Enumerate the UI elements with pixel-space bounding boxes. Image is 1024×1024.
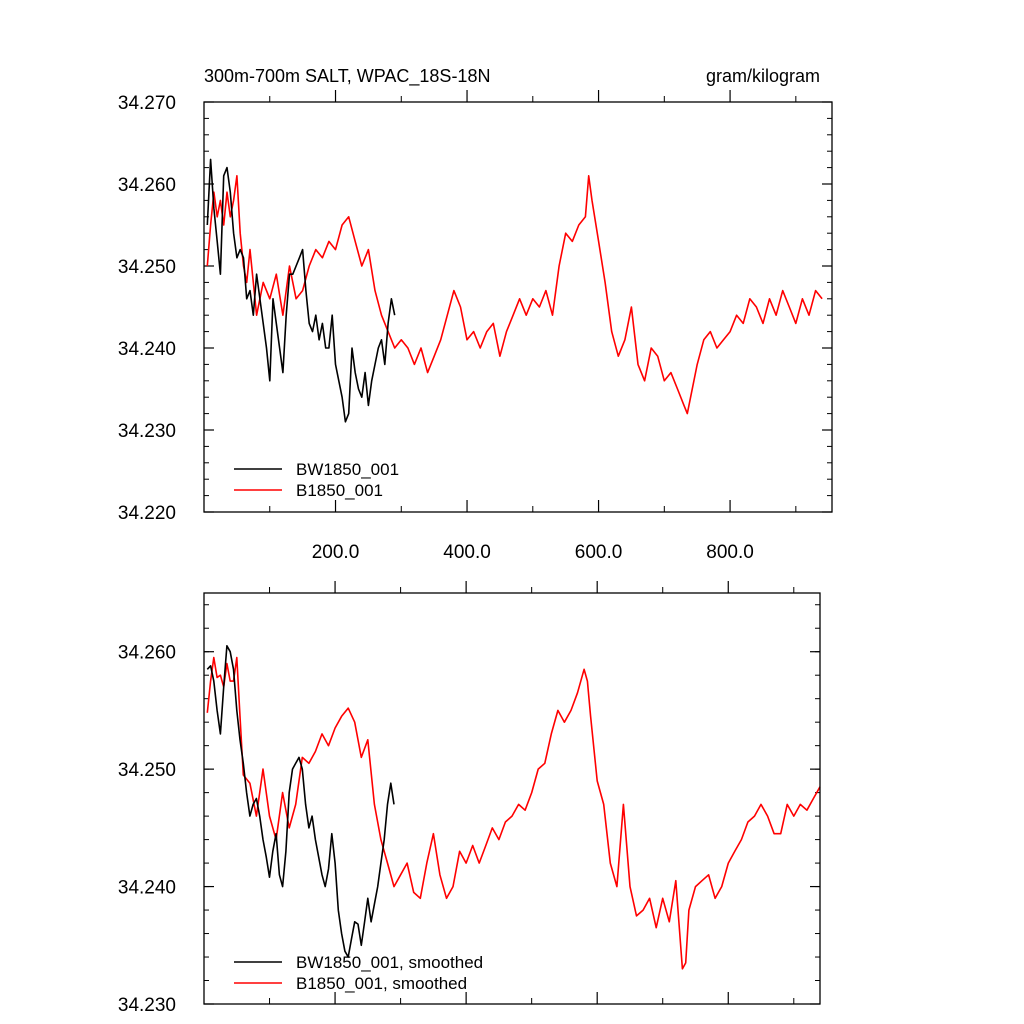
series-line-bw1850-001 xyxy=(206,158,396,423)
legend-bottom: BW1850_001, smoothed B1850_001, smoothed xyxy=(234,953,483,993)
legend-label-b1850: B1850_001 xyxy=(296,481,383,500)
y-tick-label: 34.260 xyxy=(118,643,176,664)
top-panel: 34.220 34.230 34.240 34.250 34.260 34.270 200.… xyxy=(118,90,833,563)
y-tick-label: 34.260 xyxy=(118,175,176,196)
bottom-panel: 34.230 34.240 34.250 34.260 BW1850_001, smo… xyxy=(118,581,821,1016)
series-line-b1850-001 xyxy=(206,175,823,415)
x-tick-label: 600.0 xyxy=(575,542,623,563)
legend-top: BW1850_001 B1850_001 xyxy=(234,460,399,500)
legend-label-b1850-smoothed: B1850_001, smoothed xyxy=(296,974,467,993)
y-tick-label: 34.220 xyxy=(118,503,176,524)
x-tick-label: 200.0 xyxy=(312,542,360,563)
series-line-b1850-001-smoothed xyxy=(206,656,821,970)
chart-units: gram/kilogram xyxy=(706,66,820,86)
y-tick-label: 34.270 xyxy=(118,93,176,114)
y-tick-label: 34.240 xyxy=(118,878,176,899)
series-line-bw1850-001-smoothed xyxy=(206,644,395,958)
y-tick-label: 34.230 xyxy=(118,421,176,442)
plot-frame-bottom xyxy=(203,592,821,1005)
x-tick-label: 800.0 xyxy=(706,542,754,563)
y-tick-label: 34.230 xyxy=(118,995,176,1016)
y-tick-label: 34.250 xyxy=(118,760,176,781)
x-tick-label: 400.0 xyxy=(443,542,491,563)
plot-frame-top xyxy=(203,101,833,513)
chart-title: 300m-700m SALT, WPAC_18S-18N xyxy=(204,66,490,87)
legend-label-bw1850-smoothed: BW1850_001, smoothed xyxy=(296,953,483,972)
y-tick-label: 34.250 xyxy=(118,257,176,278)
legend-label-bw1850: BW1850_001 xyxy=(296,460,399,479)
y-tick-label: 34.240 xyxy=(118,339,176,360)
